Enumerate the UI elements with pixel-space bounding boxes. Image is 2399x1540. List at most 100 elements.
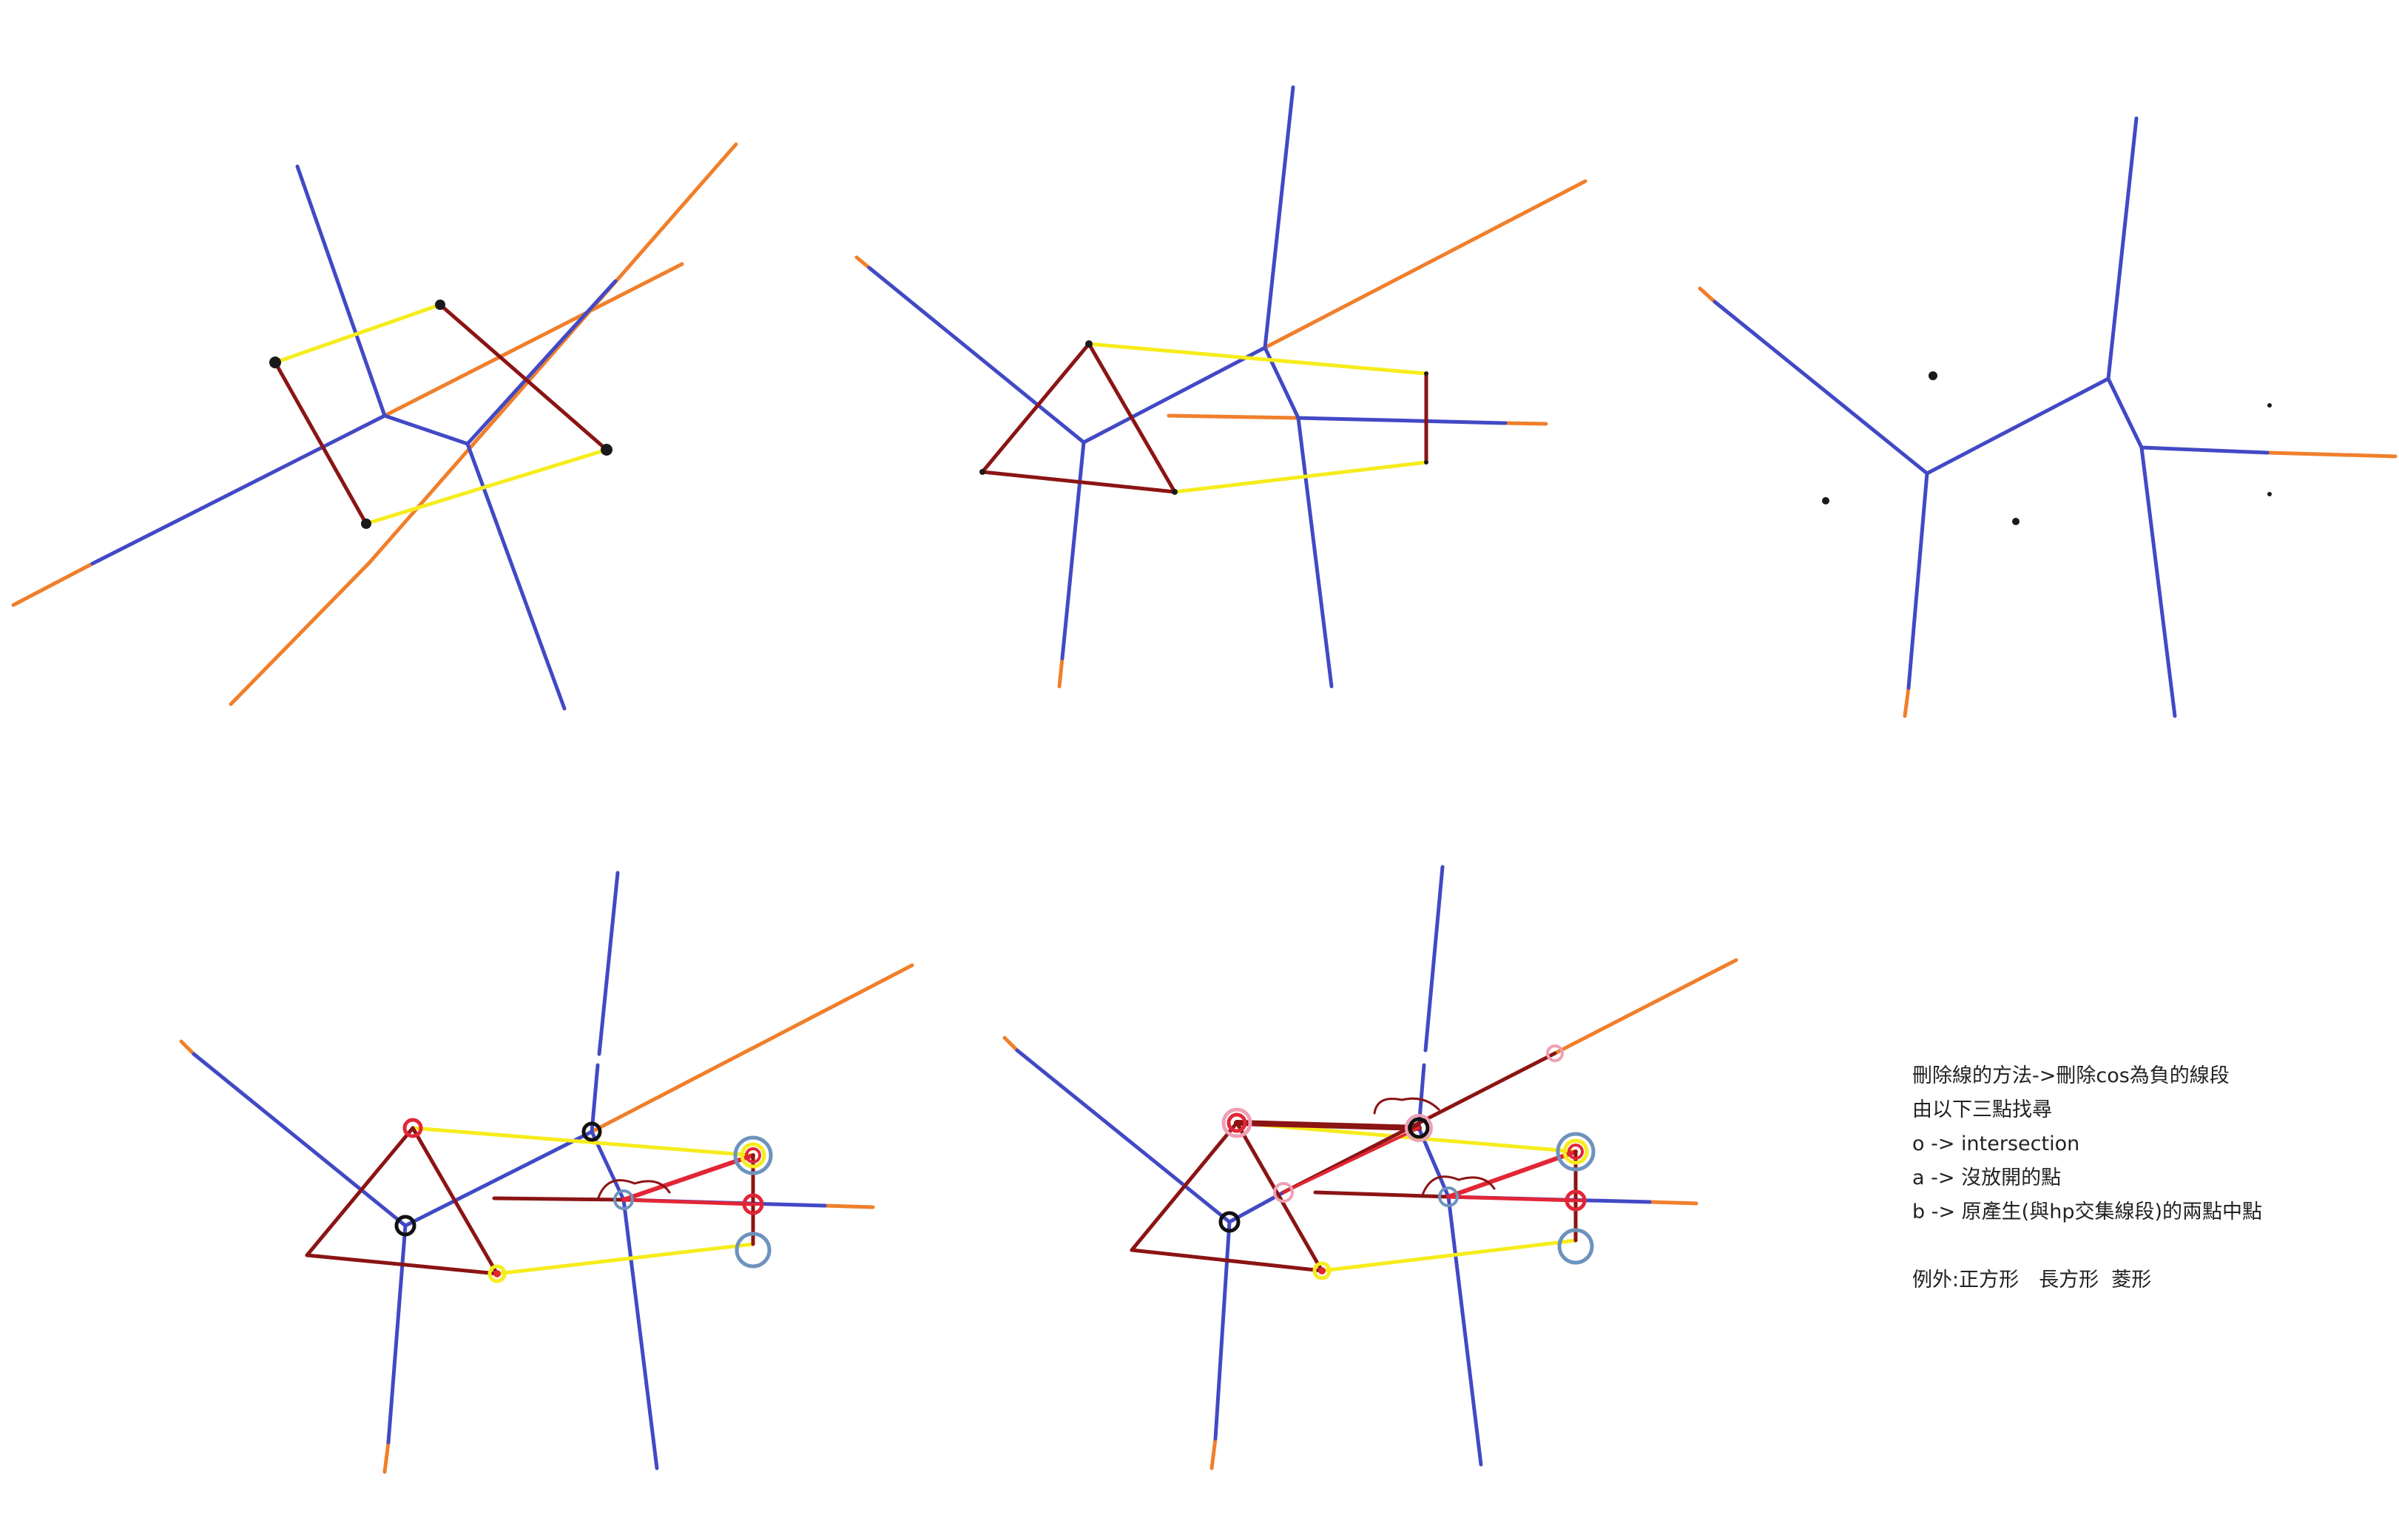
highlighted-segment xyxy=(621,1153,755,1202)
note-point-a: a -> 沒放開的點 xyxy=(1912,1166,2062,1189)
voronoi-edge xyxy=(1082,345,1267,445)
ray-extension xyxy=(2265,450,2398,459)
marked-point-circle xyxy=(1221,1107,1252,1138)
convex-hull-edge xyxy=(1313,1190,1451,1199)
ray-extension xyxy=(854,255,871,270)
convex-hull-edge xyxy=(273,360,368,526)
voronoi-edge xyxy=(382,413,470,446)
tangent-line xyxy=(411,1126,755,1158)
panel-1-four-points-merge xyxy=(11,142,738,711)
voronoi-edge xyxy=(1015,1048,1232,1224)
ray-extension xyxy=(590,963,914,1134)
marked-point-circle-pink xyxy=(1273,1182,1294,1203)
convex-hull-edge xyxy=(1235,1121,1324,1273)
intersection-circle xyxy=(394,1215,416,1237)
convex-hull-edge xyxy=(1087,342,1177,494)
convex-hull-edge xyxy=(1130,1248,1324,1273)
ray-extension xyxy=(823,1203,875,1209)
site-point xyxy=(979,469,985,475)
note-find-by-three-points: 由以下三點找尋 xyxy=(1912,1098,2052,1121)
intersection-circle-pink xyxy=(1405,1114,1433,1142)
intersection-circle xyxy=(1218,1211,1241,1233)
voronoi-edge xyxy=(2106,376,2144,450)
panel-2-triangle-and-pair xyxy=(854,85,1587,689)
ray-extension xyxy=(1647,1200,1698,1206)
ray-extension xyxy=(229,560,372,706)
convex-hull-edge xyxy=(305,1253,499,1276)
voronoi-edge xyxy=(295,164,387,418)
convex-hull-edge xyxy=(438,303,609,452)
note-point-o: o -> intersection xyxy=(1912,1132,2080,1155)
ray-extension xyxy=(1057,656,1064,689)
marked-point-circle xyxy=(1312,1261,1332,1280)
outer-circle-blue xyxy=(735,1232,772,1269)
ray-extension xyxy=(1903,686,1911,718)
site-point xyxy=(2267,492,2272,496)
marked-point-circle xyxy=(493,1270,501,1277)
highlighted-segment xyxy=(1446,1195,1578,1203)
panel-5-cos-deletion-result xyxy=(1002,865,1738,1470)
ray-extension xyxy=(1698,286,1717,304)
inner-circle-yellow xyxy=(1562,1138,1589,1165)
voronoi-edge xyxy=(1060,440,1086,661)
voronoi-edge xyxy=(2139,445,2177,718)
voronoi-edge xyxy=(621,1198,659,1470)
voronoi-edge xyxy=(2139,445,2270,455)
note-point-b: b -> 原產生(與hp交集線段)的兩點中點 xyxy=(1912,1200,2262,1223)
site-point xyxy=(435,300,445,310)
panel-4-cos-deletion-step xyxy=(179,871,914,1474)
tangent-line xyxy=(273,303,442,365)
marked-point-circle xyxy=(1227,1112,1247,1133)
convex-hull-edge xyxy=(980,342,1091,474)
angle-arc xyxy=(596,1179,671,1201)
site-point xyxy=(601,444,613,456)
ray-extension xyxy=(368,142,738,564)
convex-hull-edge xyxy=(411,1126,499,1276)
voronoi-edge xyxy=(1446,1195,1483,1467)
voronoi-edge xyxy=(386,1223,408,1445)
voronoi-edge xyxy=(867,266,1086,445)
convex-hull-edge xyxy=(305,1126,415,1257)
voronoi-edge xyxy=(90,413,387,566)
highlighted-segment xyxy=(1281,1051,1557,1195)
tangent-line xyxy=(364,448,609,526)
voronoi-edge xyxy=(2106,116,2139,381)
marked-point-circle xyxy=(1318,1267,1326,1274)
intersection-circle xyxy=(1408,1117,1430,1139)
voronoi-edge xyxy=(1213,1220,1232,1441)
voronoi-edge xyxy=(465,442,567,711)
ray-extension xyxy=(1263,179,1587,350)
outer-circle-blue xyxy=(733,1135,773,1175)
voronoi-edge xyxy=(465,279,618,446)
voronoi-edge xyxy=(1296,416,1508,425)
voronoi-edge xyxy=(1296,416,1334,689)
angle-arc xyxy=(1420,1175,1496,1198)
ray-extension xyxy=(1503,421,1548,426)
ray-extension xyxy=(382,1440,391,1474)
tangent-line xyxy=(1235,1121,1578,1154)
ray-extension xyxy=(1002,1036,1019,1053)
intersection-circle xyxy=(581,1121,602,1142)
explanation-notes: 刪除線的方法->刪除cos為負的線段 由以下三點找尋 o -> intersec… xyxy=(1912,1059,2262,1297)
ray-extension xyxy=(179,1039,196,1056)
marked-point-circle xyxy=(402,1118,423,1138)
highlighted-segment xyxy=(1446,1149,1578,1199)
ray-extension xyxy=(382,262,684,418)
intersection-circle xyxy=(1438,1186,1459,1207)
marked-point-circle-pink xyxy=(1546,1044,1564,1062)
highlighted-segment xyxy=(1282,1127,1420,1194)
angle-arc xyxy=(1373,1097,1440,1115)
site-point xyxy=(269,357,281,368)
site-point xyxy=(2267,403,2272,408)
site-point xyxy=(2012,518,2020,525)
voronoi-edge xyxy=(1423,865,1445,1053)
ray-extension xyxy=(1553,958,1738,1056)
ray-extension xyxy=(1209,1436,1218,1470)
convex-hull-edge xyxy=(1130,1121,1239,1252)
inner-circle-red xyxy=(1568,1144,1584,1160)
ray-extension xyxy=(1167,413,1300,420)
voronoi-edge xyxy=(192,1052,408,1228)
tangent-line xyxy=(495,1242,755,1276)
highlighted-segment xyxy=(621,1198,755,1206)
